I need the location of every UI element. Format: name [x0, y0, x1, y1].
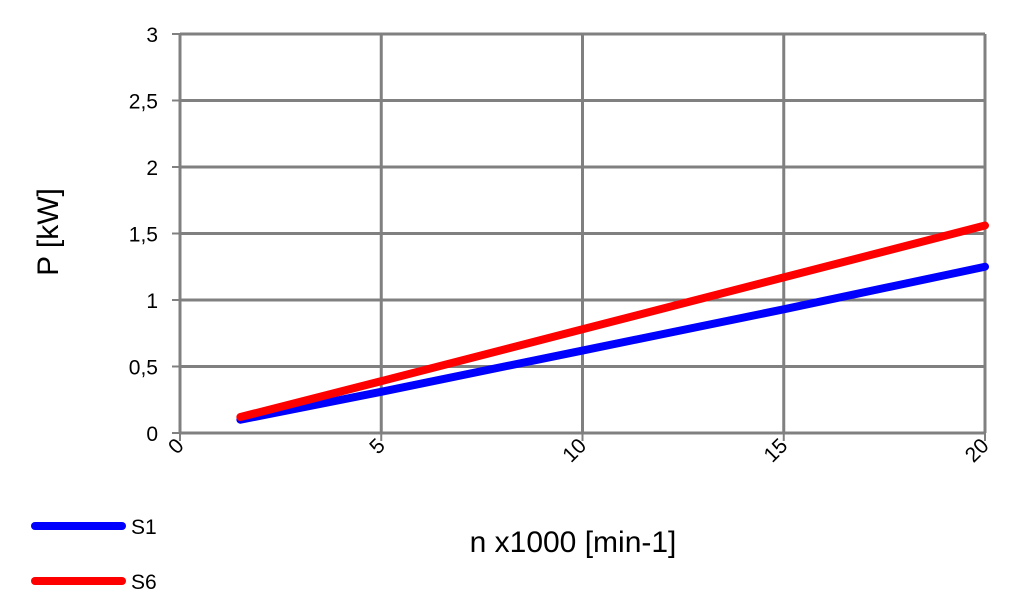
- x-tick-label: 0: [164, 434, 189, 459]
- y-tick-label: 1,5: [129, 224, 158, 247]
- x-tick-label: 10: [558, 434, 591, 467]
- axis-ticks: [172, 33, 986, 441]
- legend: S1 S6: [31, 516, 157, 594]
- y-tick-label: 2,5: [129, 91, 158, 114]
- x-axis-title: n x1000 [min-1]: [470, 526, 677, 559]
- legend-label-s6: S6: [131, 571, 157, 594]
- gridlines: [178, 32, 987, 435]
- series-line-s6: [236, 221, 989, 422]
- series-line-s1: [236, 262, 989, 424]
- legend-item-s6: S6: [31, 571, 157, 594]
- y-axis-title: P [kW]: [32, 188, 65, 276]
- y-tick-label: 0: [146, 423, 158, 446]
- y-tick-label: 2: [146, 157, 158, 180]
- legend-label-s1: S1: [131, 516, 157, 539]
- y-tick-label: 3: [146, 24, 158, 47]
- x-tick-label: 20: [961, 434, 994, 467]
- x-tick-label: 5: [365, 434, 390, 459]
- y-tick-label: 0,5: [129, 357, 158, 380]
- legend-item-s1: S1: [31, 516, 157, 539]
- x-tick-label: 15: [760, 434, 793, 467]
- series-lines: [236, 221, 989, 424]
- y-tick-label: 1: [146, 290, 158, 313]
- tick-labels: 0 0,5 1 1,5 2 2,5 3 0 5 10 15 20: [129, 24, 994, 467]
